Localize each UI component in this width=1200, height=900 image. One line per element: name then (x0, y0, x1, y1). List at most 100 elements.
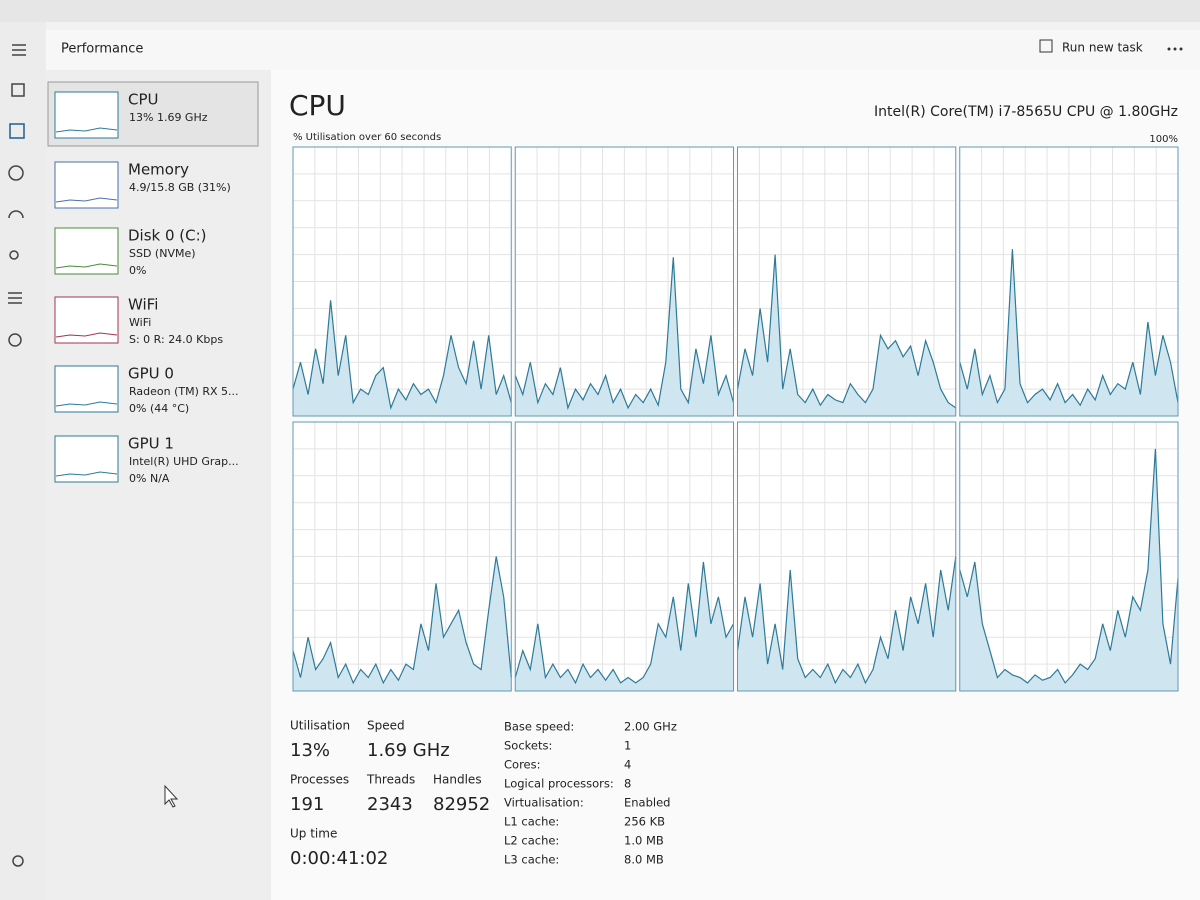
stat-label: Processes (290, 773, 349, 787)
core-area (737, 556, 956, 691)
core-area (293, 300, 512, 416)
spec-value: 256 KB (624, 815, 665, 829)
spec-value: 8 (624, 777, 631, 791)
sidebar-detail: Radeon (TM) RX 5... (129, 385, 239, 398)
graph-border (959, 421, 1179, 692)
core-graph (292, 421, 512, 692)
settings-icon[interactable] (12, 855, 24, 867)
core-area (293, 556, 512, 691)
spec-label: Cores: (504, 758, 540, 772)
core-line (292, 556, 512, 685)
performance-icon[interactable] (9, 123, 25, 139)
sidebar-detail: 13% 1.69 GHz (129, 111, 208, 124)
specs: Base speed: 2.00 GHz Sockets: 1 Cores: 4 Logic… (504, 720, 677, 867)
sidebar-name: Disk 0 (C:) (128, 227, 207, 245)
mouse-cursor (164, 784, 179, 808)
core-graph (959, 146, 1179, 417)
spec-value: 8.0 MB (624, 853, 664, 867)
sidebar-detail: 0% (129, 264, 146, 277)
spec-label: Virtualisation: (504, 796, 584, 810)
sidebar-detail: 0% (44 °C) (129, 402, 189, 415)
spec-label: L1 cache: (504, 815, 559, 829)
cpu-heading: CPU (289, 89, 346, 122)
more-button[interactable] (1167, 47, 1183, 51)
core-line (514, 561, 735, 685)
spec-value: 2.00 GHz (624, 720, 677, 734)
run-new-task-button[interactable]: Run new task (1062, 41, 1143, 55)
stat-label: Speed (367, 719, 405, 733)
sidebar-detail: SSD (NVMe) (129, 247, 196, 260)
stat-value: 191 (290, 794, 324, 815)
nav-icons (8, 44, 26, 867)
thumbnail-trace (55, 197, 118, 203)
processor-name: Intel(R) Core(TM) i7-8565U CPU @ 1.80GHz (874, 104, 1178, 120)
services-icon[interactable] (8, 333, 22, 347)
processes-icon[interactable] (11, 83, 25, 97)
title-bar (0, 0, 1200, 22)
sidebar-item[interactable]: WiFi WiFi S: 0 R: 24.0 Kbps (54, 296, 223, 347)
sidebar-detail: 4.9/15.8 GB (31%) (129, 181, 231, 194)
menu-icon[interactable] (12, 44, 26, 56)
core-area (515, 257, 734, 416)
graph-border (959, 146, 1179, 417)
stat-label: Up time (290, 827, 337, 841)
graph-max-label: 100% (1149, 134, 1178, 145)
stat-value: 0:00:41:02 (290, 848, 388, 869)
core-area (515, 561, 734, 691)
spec-label: L3 cache: (504, 853, 559, 867)
graph-border (514, 146, 734, 417)
sidebar-item[interactable]: GPU 1 Intel(R) UHD Grap... 0% N/A (54, 435, 239, 486)
sidebar-name: GPU 0 (128, 365, 174, 383)
graph-border (737, 421, 957, 692)
spec-label: Sockets: (504, 739, 552, 753)
graph-border (292, 421, 512, 692)
spec-value: 1.0 MB (624, 834, 664, 848)
core-graphs (292, 146, 1179, 692)
sidebar-name: Memory (128, 161, 189, 179)
sidebar-detail: S: 0 R: 24.0 Kbps (129, 333, 223, 346)
page-title: Performance (61, 42, 143, 57)
nav-rail (0, 22, 46, 900)
stat-label: Handles (433, 773, 482, 787)
stat-label: Utilisation (290, 719, 350, 733)
stat-value: 82952 (433, 794, 490, 815)
core-line (959, 249, 1179, 407)
sidebar-item[interactable]: Disk 0 (C:) SSD (NVMe) 0% (54, 227, 207, 278)
thumbnail-trace (55, 263, 118, 269)
thumbnail-trace (55, 332, 118, 338)
core-graph (736, 146, 957, 417)
sidebar-item[interactable]: CPU 13% 1.69 GHz (47, 81, 259, 147)
core-line (959, 448, 1179, 684)
run-task-icon[interactable] (1039, 39, 1053, 53)
sidebar-detail: WiFi (129, 316, 151, 329)
sidebar-name: CPU (128, 91, 159, 109)
startup-icon[interactable] (8, 210, 24, 219)
dot (1179, 47, 1183, 51)
sidebar-name: WiFi (128, 296, 158, 314)
sidebar-item[interactable]: GPU 0 Radeon (TM) RX 5... 0% (44 °C) (54, 365, 239, 416)
history-icon[interactable] (8, 165, 24, 181)
header-bar (46, 30, 1200, 70)
spec-label: L2 cache: (504, 834, 559, 848)
spec-label: Base speed: (504, 720, 574, 734)
sidebar-item[interactable]: Memory 4.9/15.8 GB (31%) (54, 161, 231, 209)
core-graph (292, 146, 512, 417)
dot (1167, 47, 1171, 51)
core-graph (959, 421, 1179, 692)
core-line (736, 556, 957, 685)
dot (1173, 47, 1177, 51)
users-icon[interactable] (9, 250, 19, 260)
sidebar-name: GPU 1 (128, 435, 174, 453)
stat-value: 13% (290, 740, 330, 761)
details-icon[interactable] (8, 292, 22, 304)
stat-value: 2343 (367, 794, 413, 815)
spec-value: Enabled (624, 796, 670, 810)
core-area (737, 254, 956, 416)
core-line (514, 257, 735, 411)
graph-border (514, 421, 734, 692)
spec-value: 1 (624, 739, 631, 753)
core-graph (736, 421, 957, 692)
thumbnail-trace (55, 471, 118, 477)
stats: Utilisation 13% Speed 1.69 GHz Processes 191 T… (290, 719, 490, 870)
